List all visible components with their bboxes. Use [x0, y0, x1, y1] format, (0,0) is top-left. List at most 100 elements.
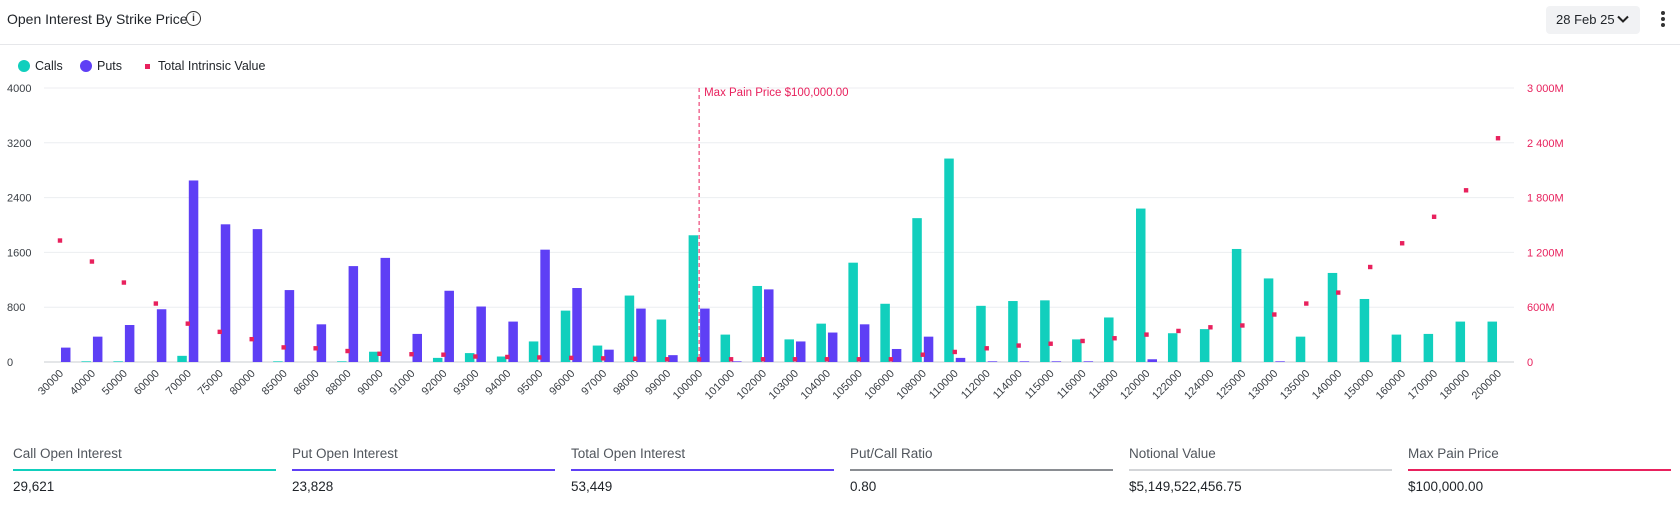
stat-underline [850, 469, 1113, 471]
bar-puts [764, 289, 774, 362]
bar-calls [464, 353, 475, 362]
bar-puts [1147, 359, 1157, 362]
x-tick-label: 88000 [324, 368, 354, 398]
point-intrinsic [1080, 338, 1085, 344]
x-tick-label: 86000 [292, 368, 322, 398]
x-tick-label: 96000 [547, 368, 577, 398]
point-intrinsic [1272, 312, 1277, 317]
point-intrinsic [1399, 241, 1405, 246]
bar-calls [784, 339, 794, 362]
legend-intrinsic-label: Total Intrinsic Value [158, 59, 266, 73]
stat-label: Total Open Interest [571, 446, 686, 461]
expiry-date-value: 28 Feb 25 [1556, 12, 1615, 27]
bar-calls [1040, 300, 1050, 362]
x-tick-label: 98000 [611, 368, 641, 398]
bar-puts [700, 308, 710, 362]
bar-puts [412, 333, 422, 362]
x-tick-label: 110000 [927, 368, 961, 402]
bar-puts [891, 348, 902, 362]
page-title: Open Interest By Strike Price [7, 11, 188, 27]
bar-calls [177, 355, 187, 362]
legend-puts-label: Puts [97, 59, 123, 73]
stat-value: $5,149,522,456.75 [1129, 479, 1242, 494]
stat-value: 53,449 [571, 479, 613, 494]
x-tick-label: 118000 [1087, 368, 1121, 402]
point-intrinsic [1176, 328, 1181, 334]
bar-puts [444, 290, 454, 362]
y-right-tick-label: 3 000M [1527, 83, 1564, 95]
bar-puts [92, 336, 103, 362]
y-right-tick-label: 1 200M [1527, 247, 1564, 259]
x-tick-label: 200000 [1470, 368, 1504, 402]
point-intrinsic [760, 357, 766, 362]
y-left-tick-label: 1600 [7, 247, 31, 259]
point-intrinsic [728, 357, 734, 362]
bar-puts [859, 324, 870, 362]
legend-intrinsic-swatch [145, 64, 150, 69]
bar-calls [624, 295, 635, 362]
info-icon[interactable]: i [186, 11, 201, 26]
x-tick-label: 170000 [1406, 368, 1440, 402]
x-tick-label: 150000 [1342, 368, 1376, 402]
bar-puts [348, 266, 359, 362]
point-intrinsic [1016, 343, 1021, 348]
x-tick-label: 100000 [671, 368, 705, 402]
point-intrinsic [217, 329, 222, 335]
y-left-tick-label: 4000 [7, 83, 31, 95]
bar-puts [508, 321, 518, 362]
bar-calls [720, 334, 731, 362]
bar-puts [1019, 361, 1030, 362]
point-intrinsic [1463, 188, 1469, 193]
bar-calls [273, 361, 283, 362]
x-tick-label: 90000 [356, 368, 386, 398]
stat-value: 29,621 [13, 479, 55, 494]
point-intrinsic [920, 352, 926, 357]
bar-puts [827, 332, 838, 362]
bar-calls [944, 158, 954, 362]
chart-header: Open Interest By Strike Price i 28 Feb 2… [0, 0, 1680, 45]
x-tick-label: 115000 [1023, 368, 1057, 402]
y-left-tick-label: 800 [7, 302, 25, 314]
bar-calls [528, 341, 539, 362]
stat-underline [1129, 469, 1392, 471]
x-tick-label: 94000 [483, 368, 513, 398]
point-intrinsic [1367, 264, 1373, 270]
bar-calls [1487, 321, 1498, 362]
bar-calls [880, 303, 890, 362]
point-intrinsic [313, 346, 318, 351]
bar-calls [1295, 336, 1306, 362]
bar-puts [380, 257, 391, 362]
stat-underline [1408, 469, 1671, 471]
x-tick-label: 40000 [68, 368, 98, 398]
point-intrinsic [377, 351, 382, 356]
bar-puts [955, 357, 966, 362]
bar-puts [188, 180, 199, 362]
more-vertical-icon[interactable] [1660, 10, 1666, 30]
point-intrinsic [1495, 136, 1501, 141]
point-intrinsic [185, 321, 191, 326]
stats-row: Call Open Interest 29,621 Put Open Inter… [0, 440, 1680, 505]
x-tick-label: 106000 [863, 368, 897, 402]
bar-calls [1327, 272, 1338, 362]
bar-calls [1423, 333, 1434, 362]
chevron-down-icon [1617, 15, 1629, 23]
x-tick-label: 103000 [767, 368, 801, 402]
bar-puts [252, 229, 263, 362]
expiry-date-select[interactable]: 28 Feb 25 [1546, 6, 1640, 34]
point-intrinsic [632, 356, 638, 362]
point-intrinsic [441, 352, 446, 357]
point-intrinsic [473, 354, 478, 359]
bar-calls [1008, 301, 1018, 362]
bar-puts [732, 361, 742, 362]
x-tick-label: 93000 [451, 368, 481, 398]
bar-calls [976, 305, 986, 362]
point-intrinsic [952, 349, 957, 355]
bar-puts [476, 306, 486, 362]
bar-puts [60, 347, 71, 362]
legend-calls-swatch [18, 60, 30, 72]
stat-label: Put/Call Ratio [850, 446, 933, 461]
bar-calls [337, 361, 347, 362]
point-intrinsic [664, 357, 670, 362]
x-tick-label: 85000 [260, 368, 290, 398]
bar-calls [656, 319, 667, 362]
